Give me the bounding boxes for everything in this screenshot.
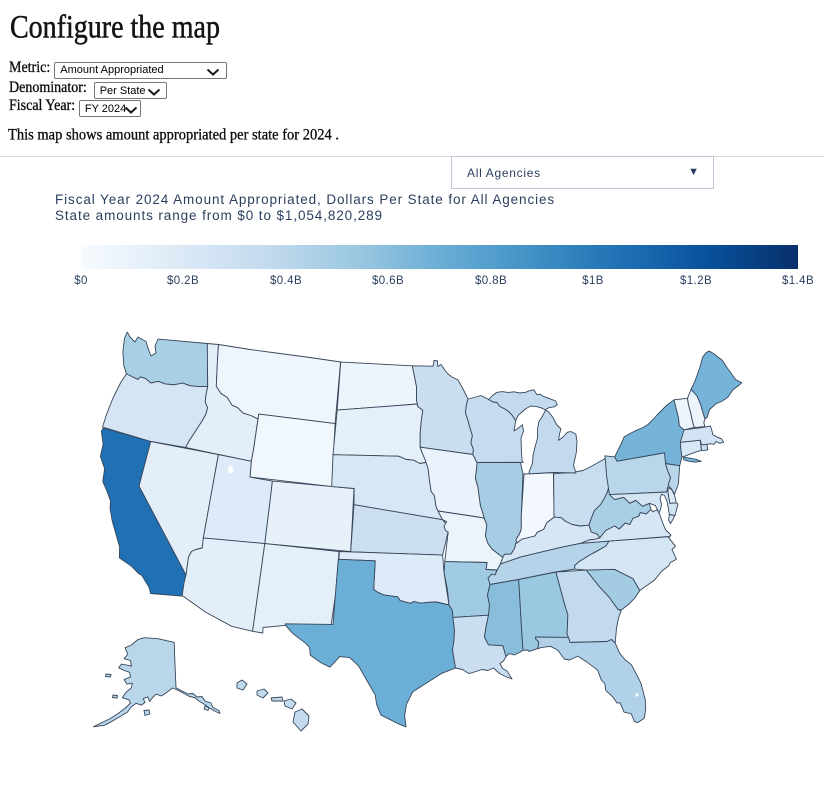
svg-text:$0.8B: $0.8B (475, 275, 507, 287)
svg-text:$0.6B: $0.6B (372, 275, 404, 287)
svg-text:$0: $0 (74, 275, 88, 287)
svg-text:$1B: $1B (582, 275, 604, 287)
svg-text:$0.2B: $0.2B (167, 275, 199, 287)
svg-text:$1.2B: $1.2B (680, 275, 712, 287)
svg-text:$0.4B: $0.4B (270, 275, 302, 287)
svg-text:$1.4B: $1.4B (782, 275, 814, 287)
